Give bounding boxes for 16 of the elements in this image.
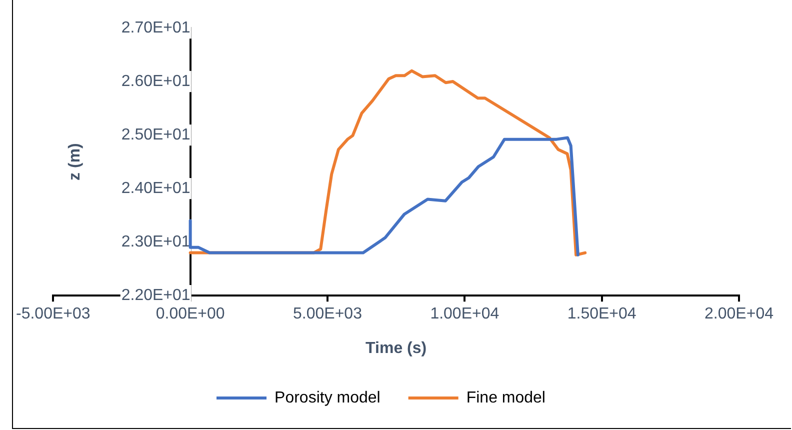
y-tick-label: 2.30E+01 bbox=[121, 233, 190, 250]
x-tick-label: 1.50E+04 bbox=[567, 306, 636, 323]
legend-label: Porosity model bbox=[274, 389, 380, 406]
x-tick-label: 2.00E+04 bbox=[704, 306, 774, 323]
y-tick-label: 2.20E+01 bbox=[121, 287, 190, 304]
y-axis-title: z (m) bbox=[66, 143, 84, 180]
x-tick-label: -5.00E+03 bbox=[16, 306, 90, 323]
y-tick-label: 2.70E+01 bbox=[121, 19, 190, 36]
x-tick-label: 0.00E+00 bbox=[156, 306, 225, 323]
x-axis-title: Time (s) bbox=[366, 340, 427, 357]
x-tick-label: 5.00E+03 bbox=[293, 306, 362, 323]
y-tick-label: 2.40E+01 bbox=[121, 180, 190, 197]
y-tick-label: 2.60E+01 bbox=[121, 72, 190, 90]
legend-label: Fine model bbox=[466, 389, 546, 406]
x-tick-label: 1.00E+04 bbox=[430, 306, 500, 323]
y-tick-label: 2.50E+01 bbox=[121, 126, 190, 144]
